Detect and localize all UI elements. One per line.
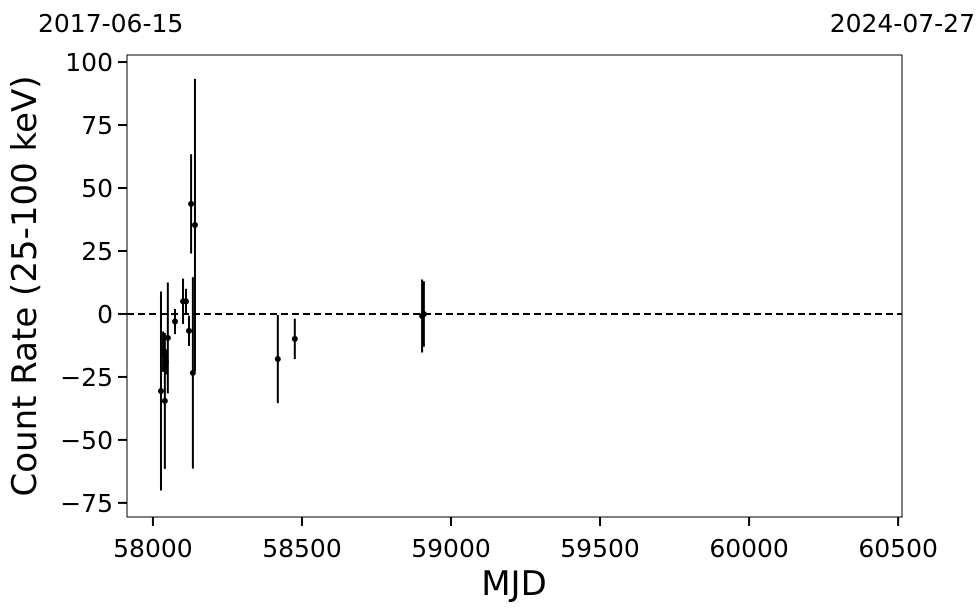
y-tick-label: 75 <box>81 111 113 140</box>
y-tick-label: 25 <box>81 237 113 266</box>
y-tick-label: 0 <box>97 300 113 329</box>
point <box>186 327 192 334</box>
point <box>164 334 171 341</box>
y-axis-label: Count Rate (25-100 keV) <box>5 76 45 497</box>
point <box>291 335 298 342</box>
plot-frame <box>126 54 903 518</box>
point <box>420 310 427 317</box>
y-tick-label: 50 <box>81 174 113 203</box>
x-tick-label: 58500 <box>262 534 342 563</box>
point <box>189 369 196 376</box>
x-tick-label: 60000 <box>709 534 789 563</box>
x-tick-label: 58000 <box>113 534 193 563</box>
point <box>171 318 178 325</box>
y-tick-label: 100 <box>65 48 113 77</box>
point <box>274 356 281 363</box>
point <box>183 298 190 305</box>
x-axis-label: MJD <box>481 564 547 604</box>
x-tick-label: 60500 <box>858 534 938 563</box>
y-tick-label: −75 <box>60 489 113 518</box>
y-tick-label: −25 <box>60 363 113 392</box>
point <box>161 397 168 404</box>
point <box>157 388 164 395</box>
point <box>191 222 198 229</box>
point <box>188 200 195 207</box>
y-tick-label: −50 <box>60 426 113 455</box>
x-tick-label: 59500 <box>560 534 640 563</box>
end-date: 2024-07-27 <box>830 9 975 38</box>
x-tick-label: 59000 <box>411 534 491 563</box>
start-date: 2017-06-15 <box>38 9 183 38</box>
